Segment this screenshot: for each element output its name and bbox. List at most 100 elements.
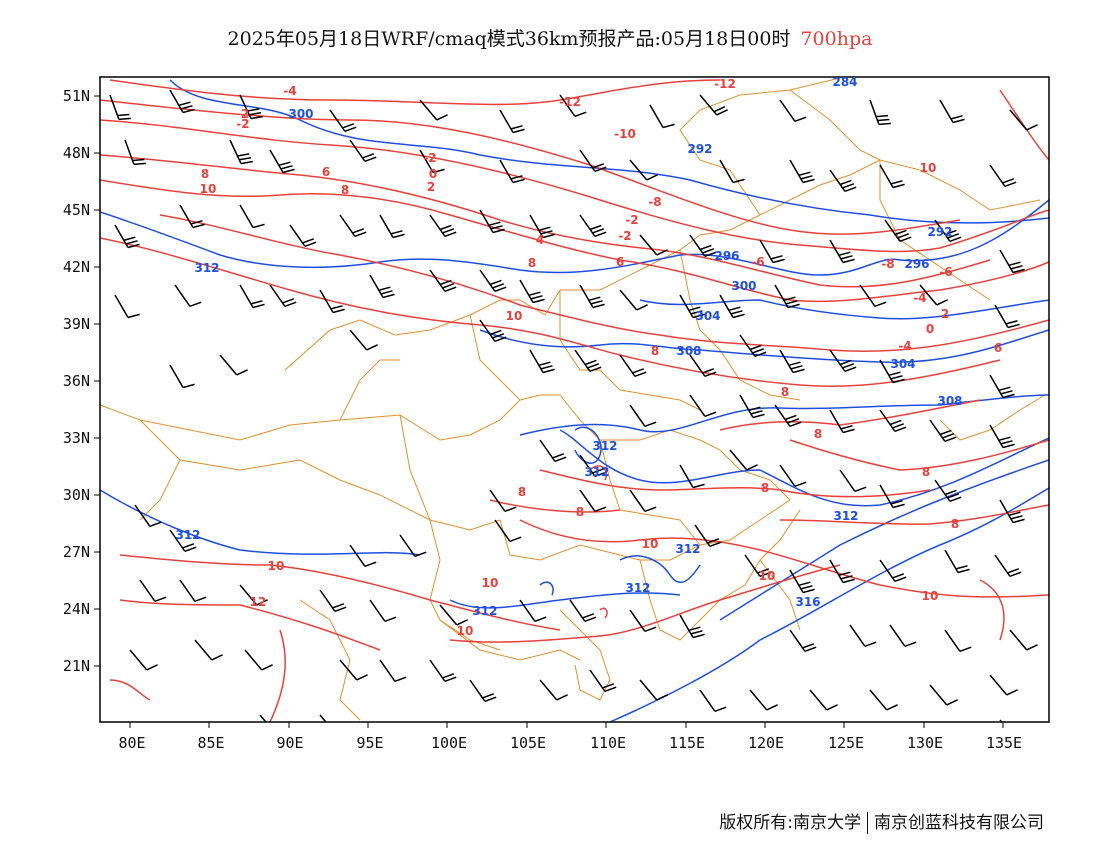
wind-barb-shaft — [629, 609, 646, 632]
temp-label: 0 — [926, 322, 934, 336]
map-title: 2025年05月18日WRF/cmaq模式36km预报产品:05月18日00时 7… — [0, 24, 1100, 51]
wind-barb-feather — [748, 406, 761, 412]
wind-barb-feather — [352, 228, 365, 234]
wind-barb-shaft — [239, 584, 258, 606]
wind-barb-feather — [947, 493, 960, 499]
wind-barb-feather — [582, 613, 595, 619]
wind-barb-feather — [489, 279, 502, 286]
wind-barb-shaft — [179, 579, 196, 602]
map-background — [100, 77, 1049, 722]
wind-barb-feather — [998, 386, 1011, 392]
wind-barb-feather — [542, 233, 555, 239]
wind-barb-feather — [587, 363, 600, 369]
wind-barb-feather — [439, 279, 452, 286]
height-label: 300 — [288, 107, 313, 121]
wind-barb-shaft — [529, 214, 544, 238]
wind-barb-feather — [800, 585, 813, 590]
wind-barb-feather — [897, 233, 910, 239]
wind-barb-feather — [252, 223, 265, 229]
wind-barb-shaft — [579, 454, 596, 477]
wind-barb-feather — [584, 359, 597, 366]
wind-barb-feather — [590, 300, 603, 305]
wind-barb-feather — [384, 616, 397, 623]
wind-barb-feather — [998, 436, 1011, 442]
wind-barb-shaft — [479, 209, 494, 233]
temp-label: -4 — [898, 339, 911, 353]
wind-barb-feather — [123, 236, 136, 242]
wind-barb-feather — [256, 599, 268, 606]
wind-barb-feather — [528, 291, 541, 297]
pressure-level: 700hpa — [800, 28, 873, 50]
wind-barb-feather — [390, 230, 403, 235]
wind-barb-shaft — [719, 294, 734, 318]
wind-barb-feather — [282, 168, 295, 174]
wind-barb-feather — [344, 126, 357, 133]
wind-barb-feather — [894, 576, 907, 583]
wind-barb-feather — [1010, 515, 1023, 520]
wind-barb-feather — [127, 243, 140, 249]
temp-label: 10 — [457, 624, 474, 638]
temp-label: 8 — [951, 517, 959, 531]
temp-label: 8 — [651, 344, 659, 358]
wind-barb-feather — [844, 366, 857, 373]
temp-label: -10 — [614, 127, 636, 141]
temp-label: 2 — [941, 307, 949, 321]
wind-barb-feather — [1002, 443, 1015, 449]
wind-barb-shaft — [699, 689, 716, 712]
lat-tick-label: 24N — [63, 600, 90, 618]
height-label: 316 — [795, 595, 820, 609]
wind-barb-feather — [844, 186, 857, 193]
wind-barb-feather — [252, 303, 265, 309]
wind-barb-feather — [366, 344, 378, 351]
temp-label: -4 — [283, 84, 296, 98]
wind-barb-shaft — [879, 559, 896, 582]
wind-barb-feather — [1000, 440, 1013, 445]
lat-tick-label: 21N — [63, 657, 90, 675]
wind-barb-feather — [949, 236, 962, 243]
wind-barb-feather — [838, 571, 851, 577]
wind-barb-feather — [789, 421, 802, 428]
wind-barb-feather — [889, 419, 902, 426]
wind-barb-feather — [955, 565, 968, 570]
wind-barb-feather — [540, 365, 553, 370]
wind-barb-shaft — [789, 629, 806, 652]
temp-label: -12 — [714, 77, 736, 91]
wind-barb-feather — [594, 471, 607, 478]
wind-barb-feather — [332, 603, 345, 609]
wind-barb-feather — [337, 730, 348, 735]
footer-separator — [867, 812, 868, 834]
wind-barb-feather — [892, 183, 905, 189]
wind-barb-feather — [692, 483, 705, 489]
wind-barb-feather — [750, 410, 763, 415]
wind-barb-feather — [702, 368, 715, 374]
wind-barb-feather — [602, 683, 615, 689]
wind-barb-feather — [364, 561, 377, 568]
height-label: 284 — [832, 75, 857, 89]
wind-barb-feather — [634, 371, 647, 378]
height-label: 312 — [592, 439, 617, 453]
wind-barb-feather — [538, 226, 551, 232]
wind-barb-shaft — [989, 424, 1004, 448]
wind-barb-feather — [644, 421, 657, 428]
wind-barb-shaft — [679, 294, 694, 318]
wind-barb-feather — [959, 646, 972, 653]
wind-barb-feather — [892, 423, 905, 429]
wind-barb-shaft — [269, 149, 284, 173]
wind-barb-shaft — [114, 294, 129, 318]
wind-barb-feather — [802, 588, 815, 594]
temp-label: 10 — [506, 309, 523, 323]
wind-barb-feather — [492, 228, 505, 234]
temp-label: -12 — [559, 95, 581, 109]
temp-label: 8 — [528, 256, 536, 270]
wind-barb-feather — [240, 160, 253, 165]
wind-barb-feather — [154, 596, 167, 603]
wind-barb-feather — [552, 453, 565, 459]
wind-barb-shaft — [929, 684, 948, 706]
wind-barb-shaft — [639, 679, 658, 701]
wind-barb-shaft — [429, 269, 446, 292]
wind-barb-feather — [854, 486, 867, 493]
lat-tick-label: 45N — [63, 201, 90, 219]
wind-barb-feather — [356, 674, 368, 681]
wind-barb-feather — [1010, 265, 1023, 270]
wind-barb-feather — [944, 436, 957, 443]
